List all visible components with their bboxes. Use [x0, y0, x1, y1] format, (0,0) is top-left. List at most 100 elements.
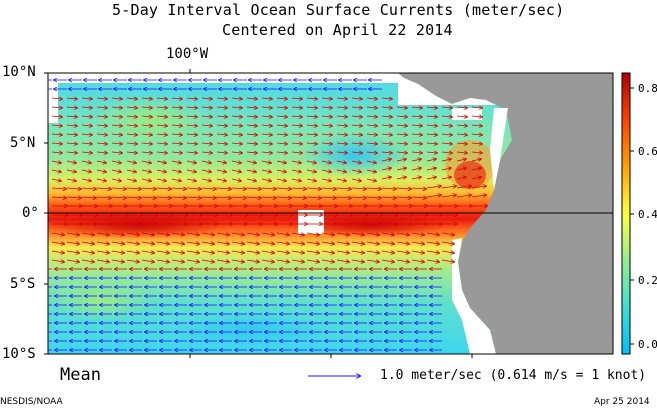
current-vector	[81, 260, 94, 262]
current-vector	[396, 116, 407, 117]
current-vector	[366, 161, 376, 163]
current-vector	[51, 125, 62, 126]
current-vector	[351, 107, 362, 108]
current-vector	[231, 125, 242, 126]
current-vector	[81, 98, 92, 99]
current-vector	[306, 188, 321, 189]
current-vector	[321, 152, 332, 153]
current-vector	[306, 152, 317, 153]
current-vector	[96, 161, 106, 163]
current-vector	[321, 197, 336, 198]
current-vector	[231, 143, 242, 144]
current-vector	[171, 188, 186, 189]
current-vector	[111, 251, 124, 253]
current-vector	[291, 161, 301, 163]
current-vector	[306, 170, 316, 172]
current-vector	[66, 116, 77, 117]
current-vector	[126, 116, 137, 117]
colorbar-label: 0.6	[638, 145, 657, 158]
current-vector	[186, 98, 197, 99]
current-vector	[186, 152, 197, 153]
current-vector	[381, 188, 396, 189]
current-vector	[411, 125, 422, 126]
current-vector	[66, 233, 79, 235]
current-vector	[261, 107, 272, 108]
current-vector	[96, 251, 109, 253]
current-vector	[351, 179, 361, 181]
current-vector	[366, 233, 379, 235]
current-vector	[456, 134, 467, 135]
current-vector	[381, 242, 394, 244]
current-vector	[306, 161, 316, 163]
current-vector	[411, 143, 422, 144]
latitude-label-10s: 10°S	[2, 346, 36, 362]
colorbar-label: 0.8	[638, 82, 657, 95]
current-vector	[306, 251, 319, 253]
current-vector	[171, 179, 181, 181]
current-vector	[426, 251, 439, 253]
current-vector	[306, 116, 317, 117]
current-vector	[381, 152, 392, 153]
current-vector	[441, 260, 454, 262]
current-vector	[96, 125, 107, 126]
current-vector	[441, 168, 451, 170]
current-vector	[396, 197, 411, 198]
current-vector	[471, 177, 481, 179]
current-vector	[186, 170, 196, 172]
current-vector	[111, 188, 126, 189]
current-vector	[66, 242, 79, 244]
current-vector	[216, 107, 227, 108]
current-vector	[276, 179, 286, 181]
current-vector	[96, 107, 107, 108]
current-vector	[126, 107, 137, 108]
current-vector	[126, 251, 139, 253]
current-vector	[336, 161, 346, 163]
current-vector	[321, 170, 331, 172]
current-vector	[201, 242, 214, 244]
latitude-label-equator: 0°	[22, 205, 39, 221]
current-vector	[336, 143, 347, 144]
current-vector	[471, 116, 482, 117]
current-vector	[141, 170, 151, 172]
current-vector	[126, 233, 139, 235]
current-vector	[141, 143, 152, 144]
current-vector	[396, 159, 406, 161]
current-vector	[411, 251, 424, 253]
latitude-label-5n: 5°N	[10, 135, 36, 151]
current-vector	[171, 152, 182, 153]
colorbar-label: 0.0	[638, 338, 657, 351]
current-vector	[201, 260, 214, 262]
current-vector	[231, 161, 241, 163]
current-vector	[276, 251, 289, 253]
current-vector	[66, 161, 76, 163]
current-vector	[291, 125, 302, 126]
current-vector	[261, 188, 276, 189]
current-vector	[66, 197, 81, 198]
current-vector	[216, 143, 227, 144]
current-vector	[81, 197, 96, 198]
current-vector	[276, 170, 286, 172]
current-vector	[66, 170, 76, 172]
current-vector	[351, 188, 366, 189]
current-vector	[96, 143, 107, 144]
current-vector	[216, 134, 227, 135]
current-vector	[51, 134, 62, 135]
current-vector	[96, 116, 107, 117]
current-vector	[261, 233, 274, 235]
current-vector	[111, 179, 121, 181]
current-vector	[66, 125, 77, 126]
colorbar	[621, 72, 631, 355]
current-vector	[231, 134, 242, 135]
current-vector	[96, 179, 106, 181]
current-vector	[306, 134, 317, 135]
current-vector	[111, 143, 122, 144]
current-vector	[171, 260, 184, 262]
current-vector	[186, 125, 197, 126]
current-vector	[276, 98, 287, 99]
current-vector	[426, 125, 437, 126]
current-vector	[291, 242, 304, 244]
current-vector	[276, 188, 291, 189]
current-vector	[111, 242, 124, 244]
current-vector	[186, 134, 197, 135]
current-vector	[351, 143, 362, 144]
